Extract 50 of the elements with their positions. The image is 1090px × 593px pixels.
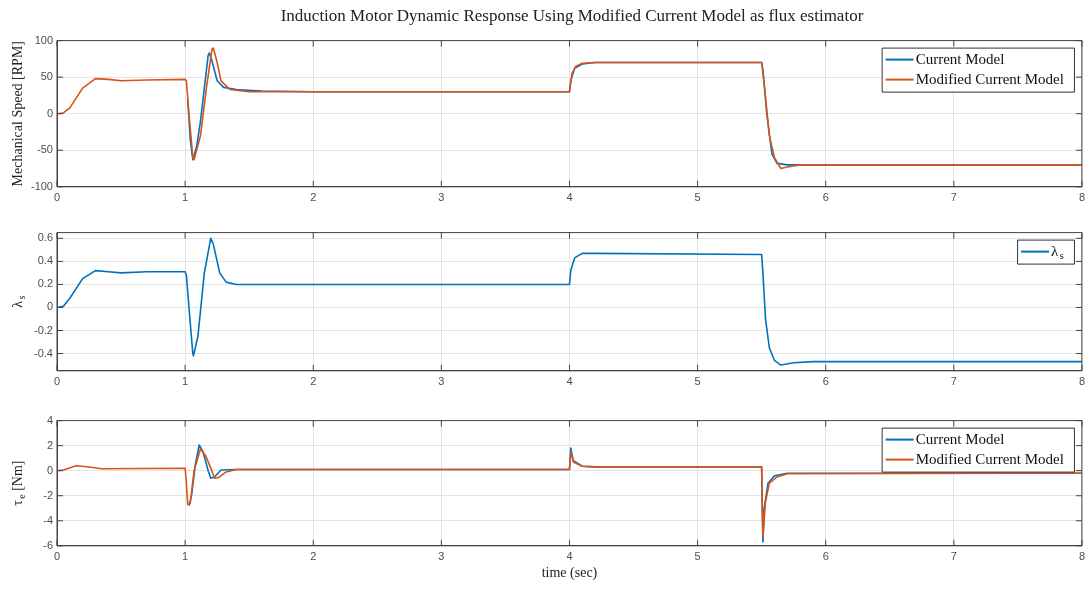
y-tick-label: 0 xyxy=(46,300,53,313)
x-tick-label: 4 xyxy=(566,550,573,563)
y-tick-label: 2 xyxy=(46,438,53,451)
x-tick-label: 1 xyxy=(182,550,189,563)
y-tick-label: -0.2 xyxy=(34,323,53,336)
x-tick-label: 6 xyxy=(822,191,829,204)
x-tick-label: 6 xyxy=(822,375,829,388)
y-tick-label: 0.4 xyxy=(37,254,53,267)
y-tick-label: 4 xyxy=(46,413,53,426)
x-tick-label: 4 xyxy=(566,191,573,204)
x-tick-label: 7 xyxy=(950,191,957,204)
x-tick-label: 5 xyxy=(694,550,701,563)
x-tick-label: 6 xyxy=(822,550,829,563)
x-tick-label: 3 xyxy=(438,375,445,388)
x-tick-label: 7 xyxy=(950,550,957,563)
x-tick-label: 2 xyxy=(310,191,317,204)
y-tick-label: -6 xyxy=(43,538,53,551)
y-tick-label: 0.6 xyxy=(37,231,53,244)
x-tick-label: 8 xyxy=(1078,375,1085,388)
y-tick-label: -2 xyxy=(43,488,53,501)
x-tick-label: 3 xyxy=(438,550,445,563)
chart-title: Induction Motor Dynamic Response Using Modified Current Model as flux estimator xyxy=(279,6,865,26)
legend-label: Modified Current Model xyxy=(915,450,1064,467)
x-tick-label: 2 xyxy=(310,375,317,388)
x-tick-label: 7 xyxy=(950,375,957,388)
y-tick-label: 0 xyxy=(46,106,53,119)
x-tick-label: 4 xyxy=(566,375,573,388)
x-tick-label: 3 xyxy=(438,191,445,204)
y-tick-label: 0 xyxy=(46,463,53,476)
y-tick-label: -50 xyxy=(37,143,53,156)
x-tick-label: 1 xyxy=(182,191,189,204)
x-tick-label: 2 xyxy=(310,550,317,563)
x-tick-label: 8 xyxy=(1078,550,1085,563)
y-axis-title: λs xyxy=(9,295,27,308)
y-axis-title: Mechanical Speed [RPM] xyxy=(9,40,25,187)
x-tick-label: 5 xyxy=(694,375,701,388)
y-tick-label: -4 xyxy=(43,513,53,526)
x-tick-label: 8 xyxy=(1078,191,1085,204)
x-tick-label: 5 xyxy=(694,191,701,204)
x-axis-title: time (sec) xyxy=(541,565,598,582)
y-tick-label: -100 xyxy=(30,179,53,192)
y-tick-label: 0.2 xyxy=(37,277,53,290)
y-tick-label: 100 xyxy=(34,33,53,46)
legend-label: Current Model xyxy=(915,430,1005,447)
x-tick-label: 1 xyxy=(182,375,189,388)
y-axis-title: τe [Nm] xyxy=(9,460,27,506)
y-tick-label: -0.4 xyxy=(34,346,53,359)
legend-label: Current Model xyxy=(915,50,1005,67)
legend-label: Modified Current Model xyxy=(915,70,1064,87)
y-tick-label: 50 xyxy=(40,70,53,83)
